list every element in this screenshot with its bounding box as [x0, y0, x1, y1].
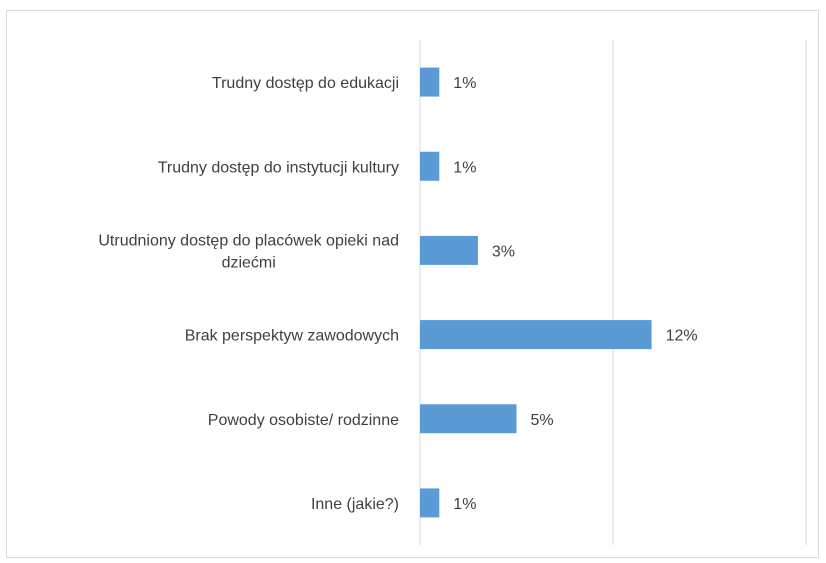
bar — [420, 320, 652, 350]
bar — [420, 235, 478, 265]
bar — [420, 404, 517, 434]
category-label: Inne (jakie?) — [311, 496, 399, 513]
data-label: 1% — [453, 496, 476, 513]
data-label: 3% — [492, 243, 515, 260]
data-label: 12% — [666, 328, 698, 345]
category-label: Powody osobiste/ rodzinne — [208, 412, 399, 429]
category-label: Trudny dostęp do edukacji — [212, 75, 399, 92]
bar — [420, 151, 440, 181]
category-label: Brak perspektyw zawodowych — [185, 328, 399, 345]
data-label: 1% — [453, 75, 476, 92]
bar — [420, 488, 440, 518]
category-label: Trudny dostęp do instytucji kultury — [158, 159, 399, 176]
chart-frame — [6, 10, 819, 558]
category-label: Utrudniony dostęp do placówek opieki nad… — [98, 232, 399, 271]
data-label: 1% — [453, 159, 476, 176]
data-label: 5% — [531, 412, 554, 429]
bar — [420, 67, 440, 97]
